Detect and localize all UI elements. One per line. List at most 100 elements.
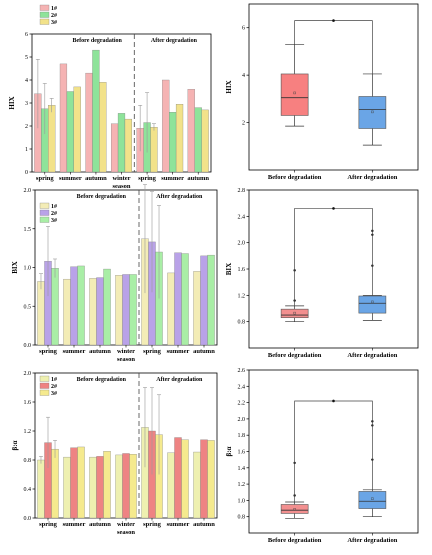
bar-1# (85, 72, 93, 173)
box (358, 491, 387, 509)
y-tick-label: 2.0 (238, 241, 246, 247)
bar-3# (207, 254, 215, 346)
bar-2# (96, 456, 104, 519)
box-chart-5: 0.8 1.0 1.2 1.4 1.6 1.8 2.0 2.2 2.4 2.6 β:α Before … (225, 368, 419, 544)
bar-1# (115, 275, 123, 346)
bar-3# (103, 268, 111, 346)
bar-1# (187, 89, 195, 173)
bar-2# (70, 447, 78, 519)
annotation-before: Before degradation (77, 377, 127, 383)
legend-swatch (39, 4, 50, 11)
legend-label: 3# (51, 218, 57, 224)
bar-1# (167, 452, 175, 519)
x-tick-label: winter (117, 348, 135, 355)
bar-2# (174, 252, 182, 346)
box-chart-3: 0.8 1.2 1.6 2.0 2.4 2.8 BIX Before degradation A… (225, 188, 419, 359)
box-chart-1: 2 4 6 HIX Before degradation After degradatio… (225, 3, 419, 181)
legend-swatch (39, 11, 50, 18)
bar-1# (37, 281, 45, 346)
y-tick-label: 1.6 (238, 450, 246, 456)
x-tick-label: autumn (89, 521, 111, 528)
legend-swatch (39, 382, 50, 389)
bar-1# (162, 79, 170, 173)
legend-label: 2# (51, 211, 57, 217)
annotation-after: After degradation (156, 377, 203, 383)
mean-marker (293, 508, 296, 511)
bar-1# (59, 63, 68, 173)
box (358, 295, 387, 314)
annotation-before: Before degradation (77, 194, 127, 200)
bar-3# (51, 448, 59, 519)
legend-label: 1# (51, 377, 57, 383)
x-tick-label: autumn (193, 521, 215, 528)
bar-1# (63, 456, 71, 519)
x-tick-label: summer (63, 521, 86, 528)
y-axis-label: HIX (8, 96, 16, 109)
box (280, 308, 309, 319)
significance-bracket (294, 400, 373, 503)
bar-3# (181, 253, 189, 346)
y-tick-label: 2.0 (238, 417, 246, 423)
y-tick-label: 1.8 (238, 433, 246, 439)
bar-2# (200, 255, 208, 346)
y-tick-label: 1.2 (238, 293, 246, 299)
y-tick-label: 0.0 (24, 516, 32, 522)
x-tick-label: spring (39, 521, 57, 528)
bar-3# (124, 118, 133, 173)
bar-1# (63, 278, 71, 346)
bar-3# (103, 451, 111, 519)
x-tick-label: spring (39, 348, 57, 355)
legend-label: 2# (51, 384, 57, 390)
y-tick-label: 1.6 (238, 267, 246, 273)
y-tick-label: 0 (25, 170, 28, 176)
mean-marker (293, 311, 296, 315)
x-tick-label: spring (143, 521, 161, 528)
y-tick-label: 4 (25, 78, 28, 84)
bar-2# (194, 107, 202, 173)
bar-3# (181, 439, 189, 519)
x-tick-label: After degradation (347, 352, 397, 359)
x-tick-label: Before degradation (268, 352, 322, 359)
bar-3# (150, 127, 158, 173)
bar-2# (169, 112, 177, 173)
bar-3# (77, 265, 85, 346)
annotation-after: After degradation (156, 194, 203, 200)
mean-marker (371, 497, 374, 500)
x-tick-label: autumn (89, 348, 111, 355)
y-tick-label: 2 (25, 124, 28, 130)
box (280, 504, 309, 514)
bar-2# (96, 277, 104, 346)
significance-marker (332, 207, 335, 210)
y-tick-label: 5 (25, 55, 28, 61)
bar-3# (51, 268, 59, 346)
y-tick-label: 1.5 (24, 227, 32, 233)
x-tick-label: summer (59, 175, 82, 182)
y-tick-label: 0.8 (238, 515, 246, 521)
legend-swatch (39, 209, 50, 216)
x-tick-label: winter (112, 175, 130, 182)
y-tick-label: 6 (242, 26, 245, 32)
bar-2# (70, 266, 78, 346)
y-tick-label: 2.4 (238, 384, 246, 390)
y-tick-label: 0.4 (24, 487, 32, 493)
significance-bracket (294, 20, 373, 74)
x-tick-label: summer (161, 175, 184, 182)
mean-marker (293, 91, 296, 95)
bar-3# (129, 454, 137, 519)
y-tick-label: 0.0 (24, 343, 32, 349)
bar-3# (73, 86, 81, 173)
x-tick-label: Before degradation (268, 174, 322, 181)
y-tick-label: 2 (242, 121, 245, 127)
x-tick-label: summer (63, 348, 86, 355)
mean-marker (371, 110, 374, 114)
y-tick-label: 1 (25, 147, 28, 153)
x-tick-label: After degradation (347, 537, 397, 544)
bar-1# (110, 123, 119, 173)
legend-swatch (39, 389, 50, 396)
bar-3# (129, 274, 137, 346)
bar-2# (66, 91, 74, 173)
y-tick-label: 6 (25, 32, 28, 38)
x-tick-label: spring (143, 348, 161, 355)
y-tick-label: 0.5 (24, 304, 32, 310)
